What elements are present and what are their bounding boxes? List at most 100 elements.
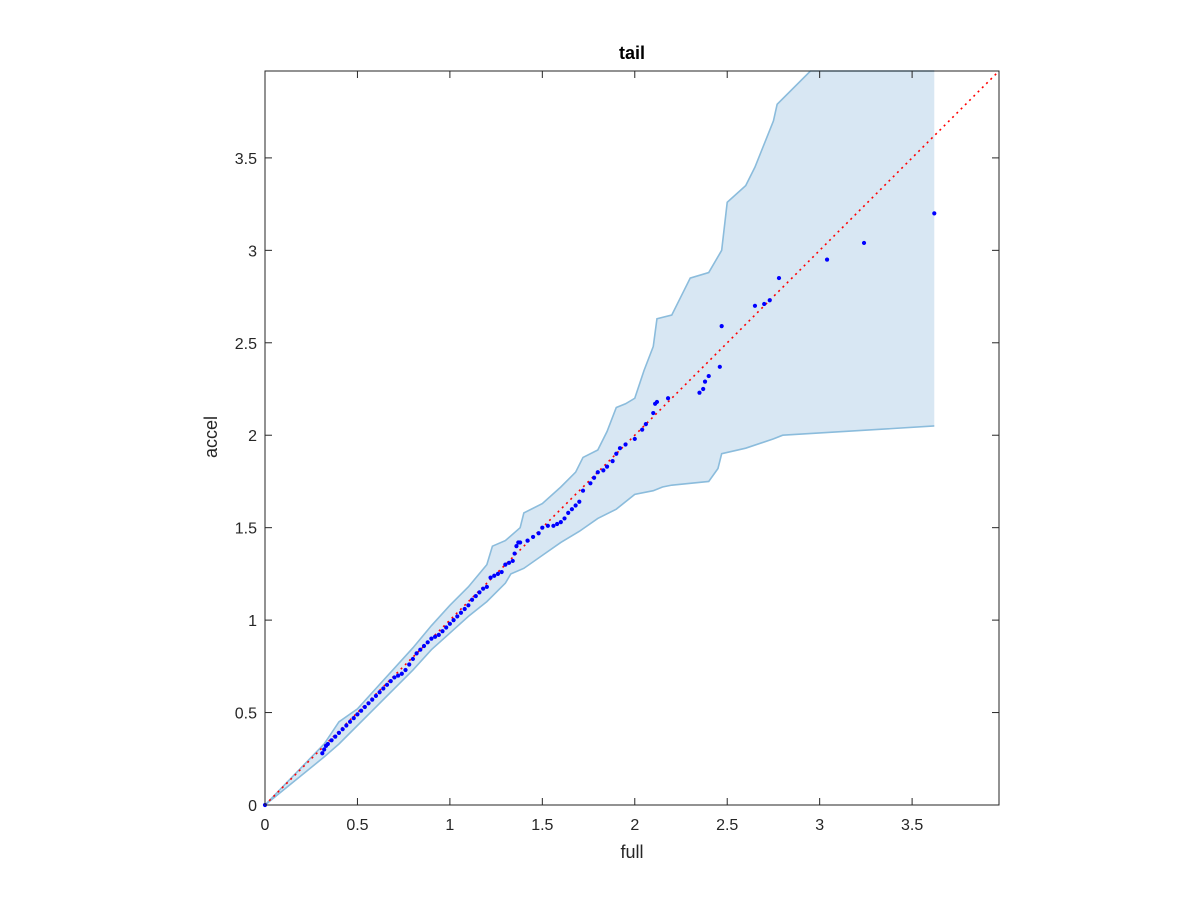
y-tick-label: 0.5 — [235, 706, 257, 723]
x-tick-label: 3.5 — [901, 817, 923, 834]
data-point — [623, 442, 628, 447]
data-point — [752, 303, 758, 308]
data-point — [322, 747, 327, 752]
data-point — [510, 558, 515, 564]
data-point — [410, 656, 416, 662]
data-point — [458, 610, 464, 615]
data-point — [643, 422, 648, 427]
data-point — [932, 211, 937, 216]
data-point — [399, 671, 404, 676]
data-point — [762, 301, 767, 307]
data-point — [530, 534, 536, 540]
data-point — [455, 614, 460, 619]
reference-line — [264, 70, 1000, 806]
data-point — [436, 632, 441, 638]
y-tick-label: 3.5 — [235, 151, 257, 168]
data-point — [562, 516, 567, 521]
data-point — [466, 603, 471, 608]
y-tick-label: 2.5 — [235, 336, 257, 353]
data-point — [407, 662, 412, 667]
data-point — [610, 459, 615, 464]
axes-box — [264, 70, 1000, 806]
y-tick-label: 1 — [248, 613, 257, 630]
data-point — [506, 560, 512, 565]
data-point — [601, 468, 606, 473]
y-axis-label: accel — [201, 416, 221, 458]
data-point — [614, 451, 619, 456]
y-tick-label: 3 — [248, 243, 257, 260]
data-point — [403, 667, 408, 673]
data-point — [325, 741, 330, 747]
data-point — [701, 386, 706, 392]
data-point — [429, 636, 434, 641]
data-point — [451, 618, 456, 623]
data-point — [499, 569, 504, 575]
data-point — [591, 475, 597, 480]
x-tick-label: 0.5 — [346, 817, 368, 834]
data-point — [392, 675, 397, 680]
x-tick-label: 1.5 — [531, 817, 553, 834]
data-point — [359, 708, 364, 713]
data-point — [654, 399, 660, 405]
y-tick-label: 2 — [248, 428, 257, 445]
data-point — [477, 590, 482, 595]
data-point — [824, 257, 830, 262]
data-point — [632, 436, 637, 442]
data-point — [347, 719, 353, 724]
data-point — [440, 629, 445, 634]
data-point — [492, 573, 497, 578]
x-axis-label: full — [620, 842, 643, 862]
data-point — [573, 503, 578, 508]
data-point — [665, 396, 671, 401]
data-point — [776, 275, 782, 281]
data-point — [767, 298, 772, 303]
confidence-band-upper — [264, 70, 935, 806]
data-point — [503, 562, 508, 567]
data-point — [329, 738, 334, 743]
data-point — [447, 621, 452, 626]
confidence-band-fill — [265, 71, 935, 805]
data-point — [388, 679, 393, 684]
y-tick-label: 0 — [248, 798, 257, 815]
data-point — [719, 324, 724, 329]
data-point — [377, 690, 382, 695]
data-point — [706, 373, 711, 379]
data-point — [697, 390, 702, 395]
data-point — [333, 734, 338, 739]
data-point — [366, 701, 371, 706]
x-tick-label: 0 — [261, 817, 270, 834]
data-point — [702, 379, 708, 384]
data-point — [421, 643, 427, 649]
data-point — [717, 364, 722, 369]
data-point — [432, 634, 438, 639]
data-point — [473, 593, 478, 599]
data-point — [588, 481, 593, 486]
data-point — [384, 682, 390, 687]
chart-title: tail — [619, 43, 645, 63]
data-point — [595, 470, 600, 475]
data-point — [373, 693, 379, 699]
data-point — [604, 464, 610, 469]
data-point — [540, 525, 545, 530]
data-point — [577, 499, 582, 504]
data-point — [355, 712, 360, 717]
data-point — [536, 531, 541, 536]
data-point — [518, 540, 523, 545]
data-point — [418, 647, 423, 652]
x-tick-label: 3 — [815, 817, 824, 834]
data-point — [580, 488, 586, 493]
data-point — [414, 651, 419, 656]
data-point — [545, 523, 550, 528]
data-point — [320, 751, 325, 756]
data-point — [495, 571, 501, 576]
data-point — [640, 427, 645, 432]
data-point — [396, 673, 401, 678]
data-point — [555, 521, 560, 527]
data-point — [481, 586, 486, 591]
data-point — [861, 240, 867, 246]
data-point — [425, 640, 430, 645]
x-tick-label: 2 — [630, 817, 639, 834]
data-point — [469, 597, 475, 602]
